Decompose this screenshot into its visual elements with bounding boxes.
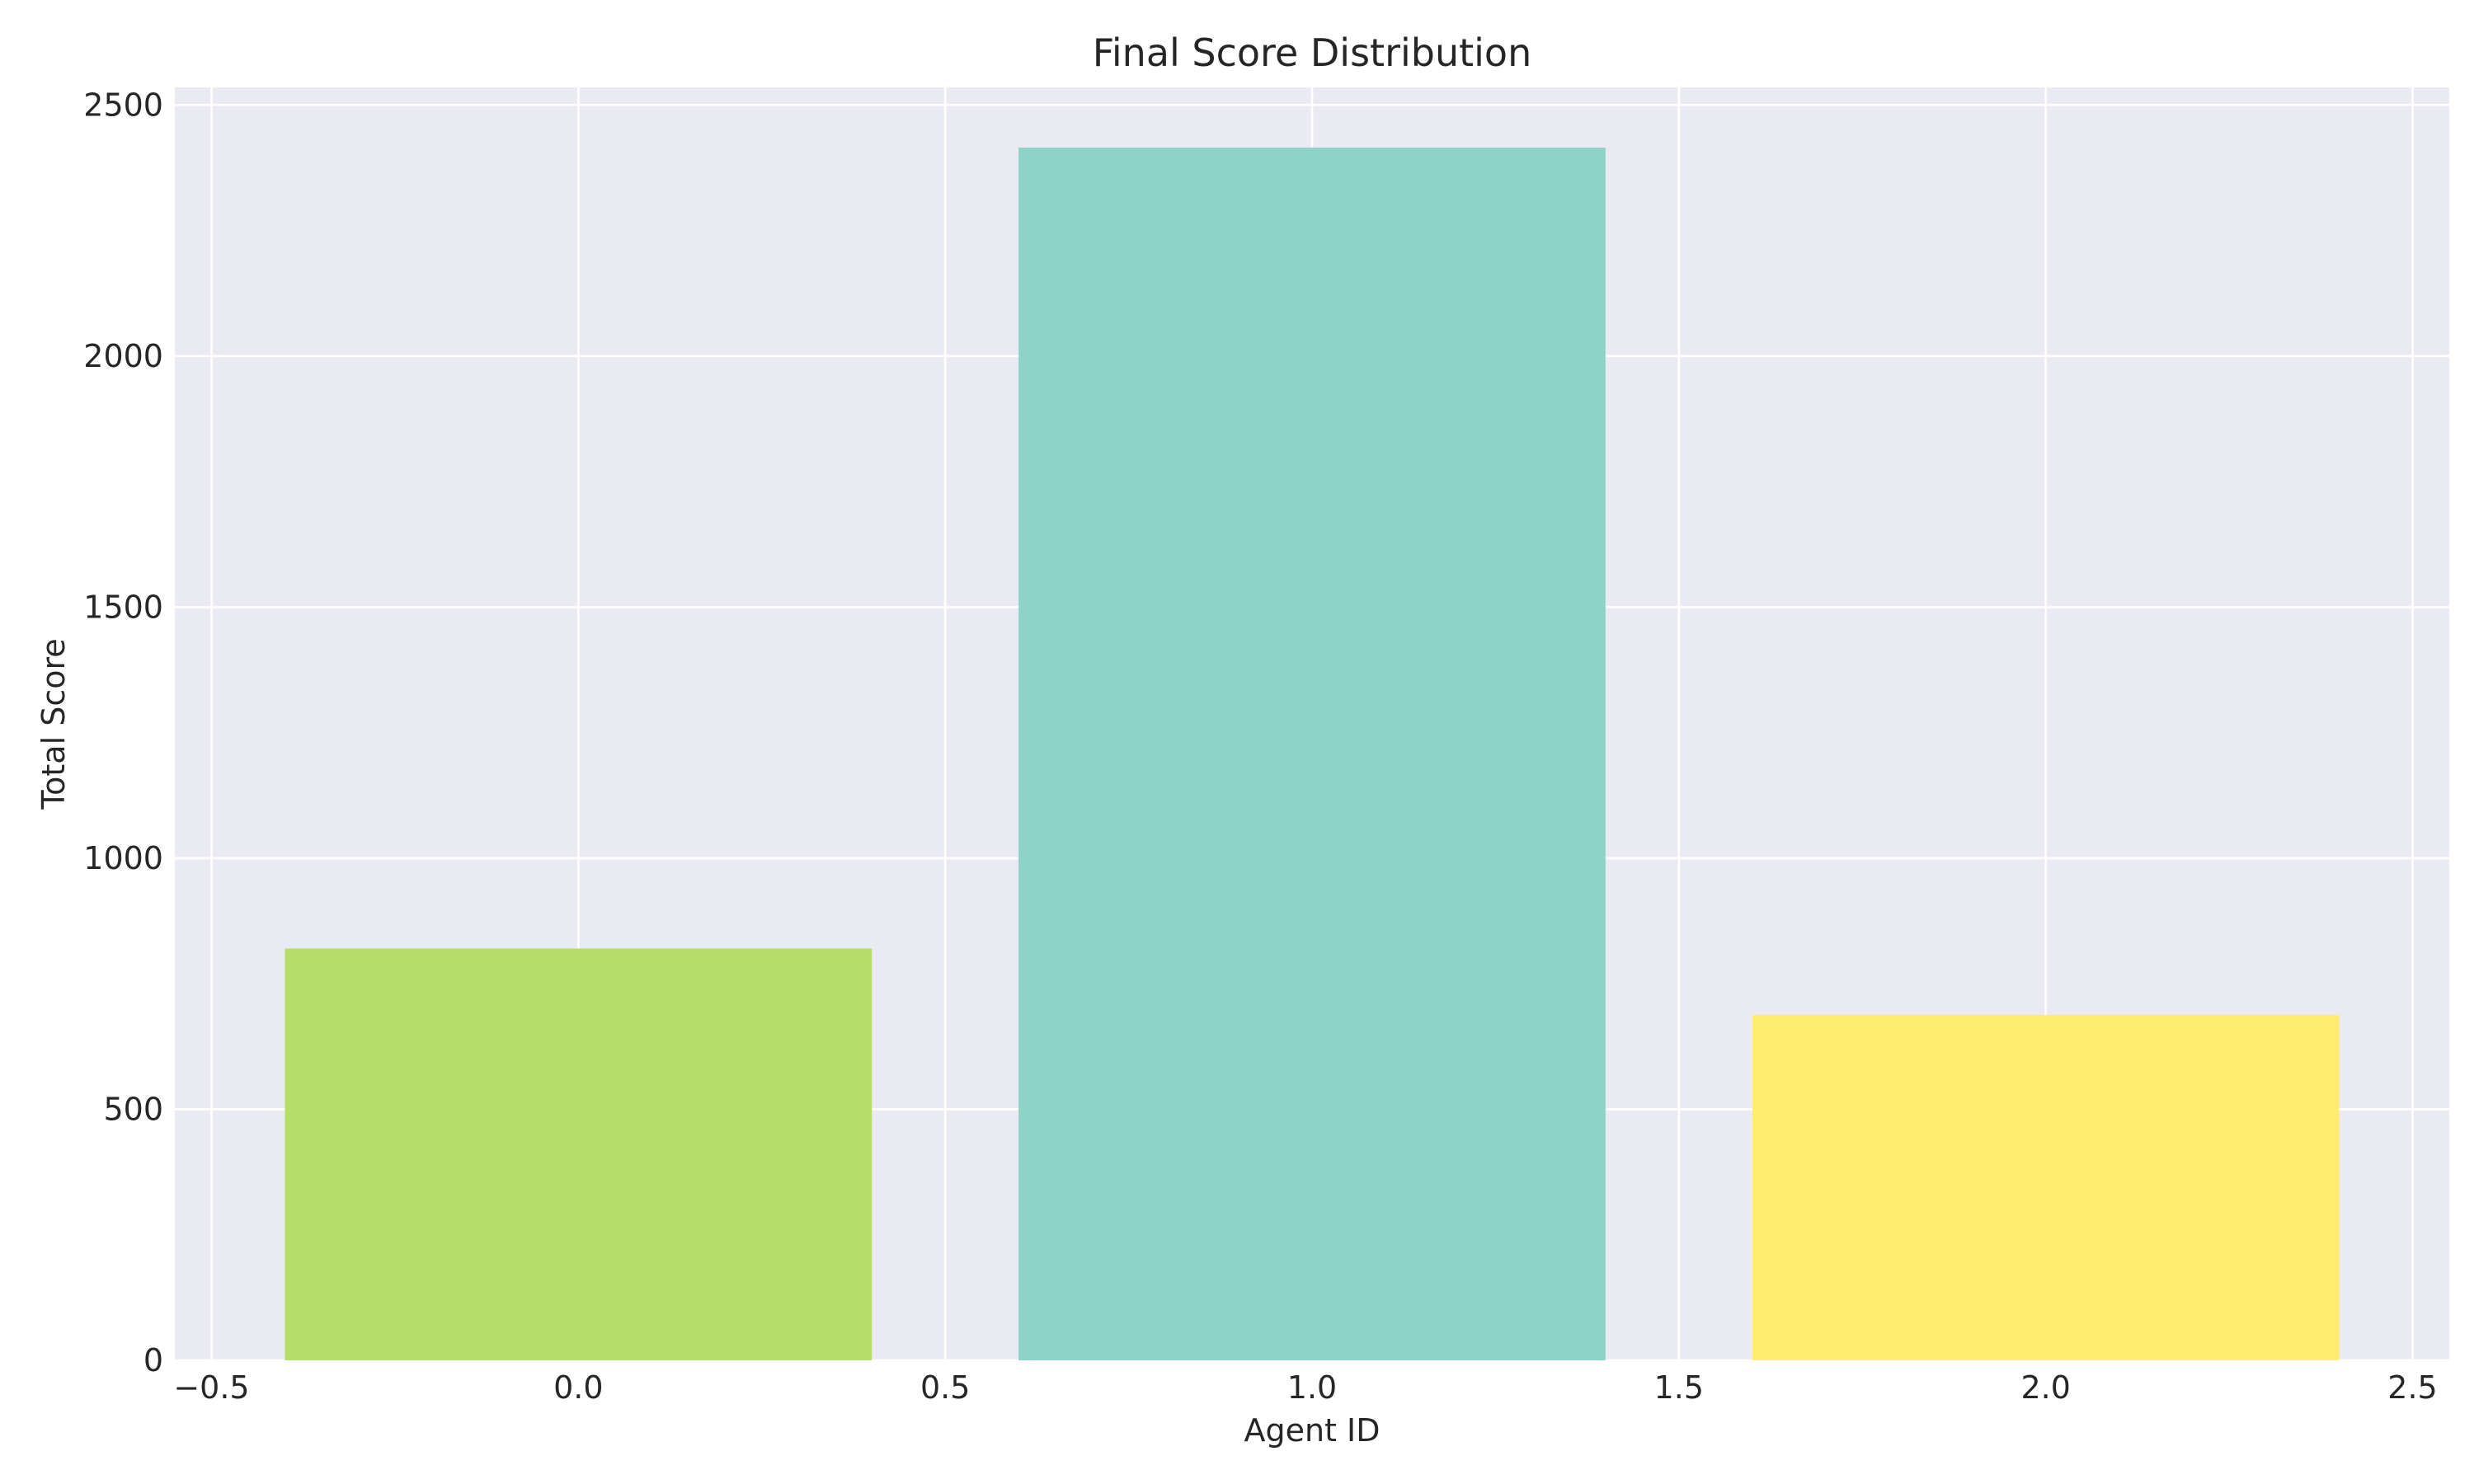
y-tick-label: 0 (143, 1342, 163, 1378)
bars (285, 148, 2340, 1361)
y-tick-label: 1000 (83, 840, 163, 876)
bar-agent-1 (1018, 148, 1606, 1361)
y-tick-label: 2500 (83, 87, 163, 123)
y-tick-labels: 0 500 1000 1500 2000 2500 (83, 87, 163, 1378)
bar-agent-0 (285, 948, 872, 1360)
y-tick-label: 1500 (83, 589, 163, 625)
x-tick-label: 2.0 (2020, 1369, 2070, 1406)
y-axis-label: Total Score (35, 638, 72, 810)
x-tick-label: 0.0 (553, 1369, 603, 1406)
y-tick-label: 500 (103, 1091, 163, 1127)
x-tick-label: 1.5 (1654, 1369, 1704, 1406)
x-tick-label: −0.5 (173, 1369, 249, 1406)
x-tick-labels: −0.5 0.0 0.5 1.0 1.5 2.0 2.5 (173, 1369, 2437, 1406)
x-tick-label: 0.5 (920, 1369, 970, 1406)
chart-title: Final Score Distribution (1093, 31, 1531, 75)
bar-agent-2 (1752, 1014, 2340, 1360)
y-tick-label: 2000 (83, 338, 163, 374)
x-tick-label: 2.5 (2387, 1369, 2437, 1406)
x-tick-label: 1.0 (1287, 1369, 1337, 1406)
x-axis-label: Agent ID (1244, 1412, 1380, 1449)
